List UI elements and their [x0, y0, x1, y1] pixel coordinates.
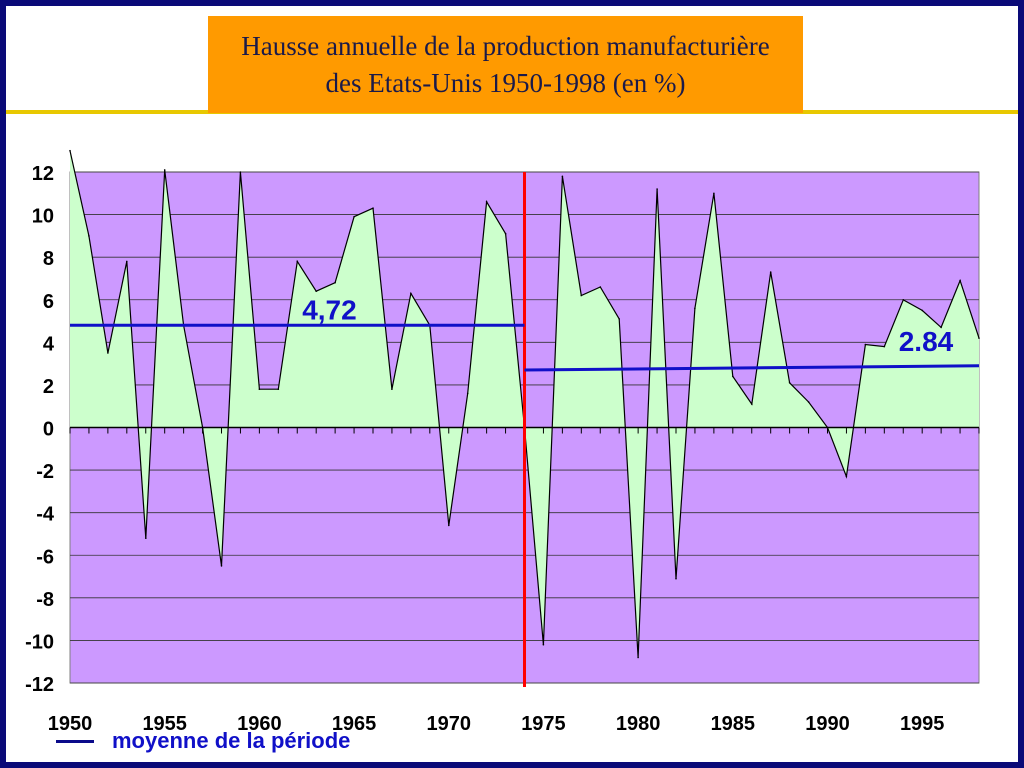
y-tick-label: -6 — [36, 546, 54, 568]
data-point — [675, 577, 677, 580]
data-point — [618, 318, 620, 320]
data-point — [713, 192, 715, 195]
y-tick-label: -2 — [36, 461, 54, 483]
y-tick-label: 10 — [32, 206, 54, 228]
y-tick-label: -4 — [36, 504, 55, 526]
data-point — [883, 345, 886, 348]
y-tick-label: 8 — [43, 248, 54, 270]
data-point — [504, 232, 507, 235]
mean-value-label: 2.84 — [899, 326, 954, 357]
data-point — [921, 309, 923, 312]
x-tick-label: 1970 — [427, 713, 472, 735]
chart-title-box: Hausse annuelle de la production manufac… — [208, 16, 803, 113]
data-point — [807, 401, 810, 403]
data-point — [542, 643, 545, 646]
data-point — [902, 299, 905, 301]
data-point — [145, 537, 147, 539]
x-tick-label: 1955 — [142, 713, 187, 735]
data-point — [126, 260, 128, 263]
series-area-fill — [70, 150, 979, 658]
data-point — [448, 524, 450, 527]
data-point — [637, 656, 639, 659]
data-point — [466, 392, 469, 395]
data-point — [561, 175, 564, 178]
y-tick-label: -10 — [25, 631, 54, 653]
x-tick-label: 1995 — [900, 713, 945, 735]
x-tick-label: 1990 — [805, 713, 850, 735]
data-point — [239, 171, 242, 173]
data-point — [277, 388, 280, 391]
data-point — [751, 403, 753, 405]
data-point — [656, 188, 658, 190]
data-point — [88, 235, 90, 237]
data-point — [845, 475, 848, 478]
y-tick-label: -12 — [25, 674, 54, 696]
data-point — [315, 290, 318, 293]
x-tick-label: 1975 — [521, 713, 566, 735]
data-point — [694, 307, 696, 310]
data-point — [864, 343, 867, 346]
data-point — [485, 201, 488, 203]
data-point — [940, 326, 942, 329]
data-point — [69, 149, 71, 152]
data-point — [163, 169, 166, 171]
data-point — [334, 281, 336, 284]
data-point — [410, 292, 412, 295]
data-point — [258, 388, 261, 391]
data-point — [788, 382, 791, 384]
data-point — [580, 294, 583, 297]
data-point — [769, 271, 772, 273]
data-point — [353, 215, 355, 218]
y-tick-label: 4 — [43, 333, 55, 355]
x-tick-label: 1965 — [332, 713, 377, 735]
chart-title-line-1: Hausse annuelle de la production manufac… — [241, 30, 770, 61]
x-tick-label: 1960 — [237, 713, 282, 735]
y-tick-label: 12 — [32, 163, 54, 185]
legend-line-swatch — [56, 739, 94, 743]
chart-title-line-2: des Etats-Unis 1950-1998 (en %) — [325, 67, 686, 98]
data-point — [107, 352, 109, 354]
data-point — [372, 207, 374, 209]
legend: moyenne de la période — [56, 726, 350, 756]
legend-label: moyenne de la période — [112, 728, 351, 753]
mean-value-label: 4,72 — [302, 294, 357, 325]
data-point — [391, 388, 393, 391]
x-tick-label: 1950 — [48, 713, 93, 735]
period-mean-line — [524, 364, 980, 372]
data-point — [732, 375, 734, 378]
y-tick-label: 6 — [43, 291, 54, 313]
data-point — [978, 337, 980, 339]
data-point — [296, 260, 299, 263]
y-tick-label: -8 — [36, 589, 54, 611]
data-point — [599, 286, 602, 288]
data-point — [220, 565, 223, 567]
data-point — [959, 279, 961, 282]
y-tick-label: 0 — [43, 419, 54, 441]
y-tick-label: 2 — [43, 376, 54, 398]
x-tick-label: 1985 — [711, 713, 756, 735]
x-tick-label: 1980 — [616, 713, 661, 735]
